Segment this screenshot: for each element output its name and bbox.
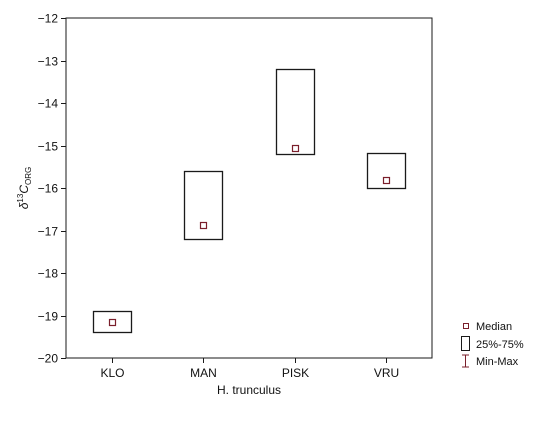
legend-whisker-marker (462, 354, 469, 368)
y-tick-label: −12 (38, 12, 59, 26)
x-axis-ticks: KLO MAN PISK VRU (100, 358, 399, 380)
x-tick-label: KLO (100, 366, 124, 380)
y-tick-label: −19 (38, 310, 59, 324)
y-tick-label: −18 (38, 267, 59, 281)
y-tick-label: −16 (38, 182, 59, 196)
y-tick-label: −13 (38, 55, 59, 69)
median-marker-klo (108, 318, 117, 327)
legend: Median 25%-75% Min-Max (461, 321, 524, 368)
y-axis-title-symbol: δ (17, 202, 31, 209)
y-tick-label: −17 (38, 225, 59, 239)
x-axis-title: H. trunculus (217, 383, 281, 397)
x-tick-label: PISK (282, 366, 309, 380)
y-tick-label: −14 (38, 97, 59, 111)
legend-box-marker (461, 336, 470, 351)
box-pisk (275, 68, 316, 156)
legend-whisker-label: Min-Max (476, 356, 519, 368)
y-tick-label: −20 (38, 352, 59, 366)
x-tick-label: VRU (374, 366, 399, 380)
y-tick-label: −15 (38, 140, 59, 154)
median-marker-man (199, 221, 208, 230)
y-axis-title-subscript: ORG (24, 167, 33, 185)
box-series (92, 68, 407, 334)
legend-median-label: Median (476, 321, 512, 333)
box-man (183, 170, 224, 241)
x-tick-label: MAN (190, 366, 217, 380)
y-axis-title-main: C (17, 185, 31, 194)
legend-median-marker (463, 323, 469, 329)
median-marker-pisk (291, 144, 300, 153)
y-axis-ticks: −20 −19 −18 −17 −16 −15 −14 −13 −12 (38, 12, 66, 366)
y-axis-title-superscript: 13 (16, 193, 25, 202)
y-axis-title: δ13CORG (16, 167, 33, 209)
median-marker-vru (382, 176, 391, 185)
legend-box-label: 25%-75% (476, 339, 524, 351)
box-vru (366, 152, 407, 190)
